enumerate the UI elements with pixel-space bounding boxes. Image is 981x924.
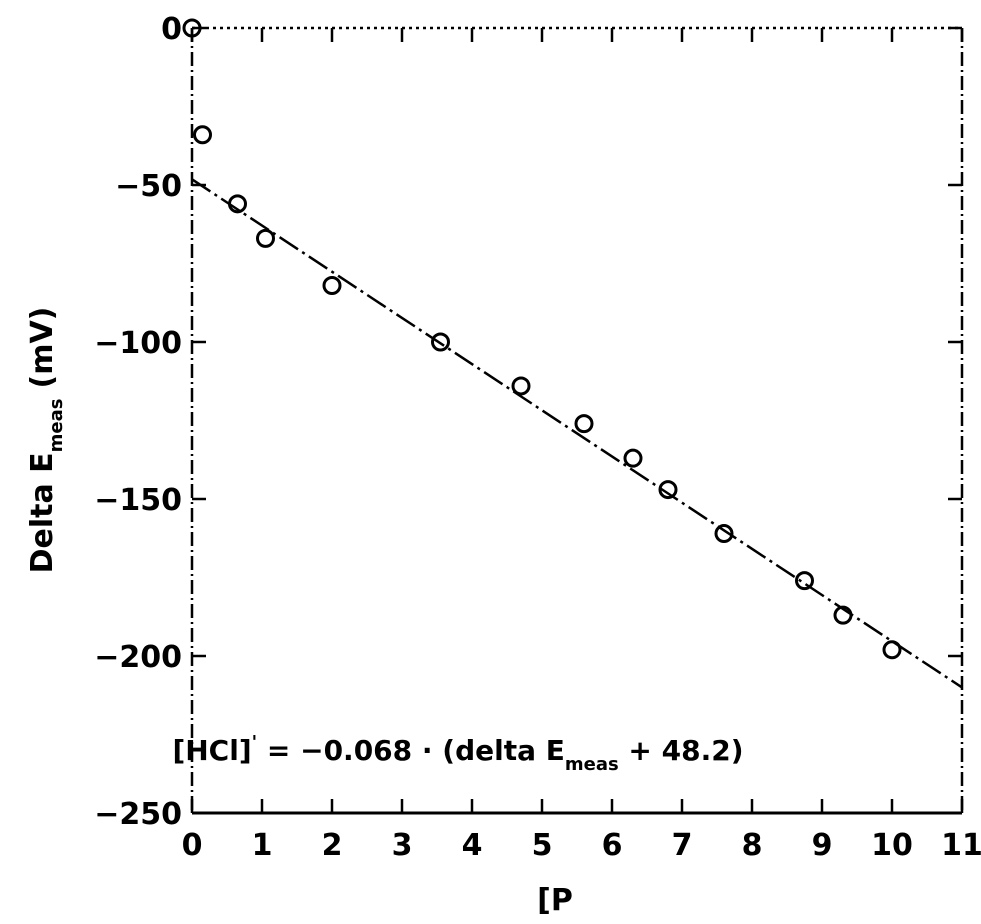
y-tick-label: −200 <box>94 640 182 675</box>
x-tick-label: 4 <box>462 828 483 863</box>
data-point <box>513 378 529 394</box>
equation-part-3: + 48.2) <box>619 734 744 767</box>
x-tick-label: 0 <box>182 828 203 863</box>
x-tick-label: 9 <box>812 828 833 863</box>
y-tick-label: −250 <box>94 797 182 832</box>
y-tick-label: −100 <box>94 326 182 361</box>
x-tick-label: 3 <box>392 828 413 863</box>
data-point <box>625 450 641 466</box>
y-axis-title-main: Delta E <box>25 452 60 573</box>
x-tick-label: 2 <box>322 828 343 863</box>
fit-line-layer <box>192 179 962 687</box>
x-tick-label: 11 <box>941 828 981 863</box>
data-point <box>258 230 274 246</box>
x-axis-title: [P <box>537 883 573 918</box>
x-tick-label: 5 <box>532 828 553 863</box>
equation-part-1: [HCl] <box>172 734 251 767</box>
data-point <box>576 416 592 432</box>
x-tick-label: 10 <box>871 828 913 863</box>
y-tick-label: 0 <box>161 12 182 47</box>
x-tick-label: 8 <box>742 828 763 863</box>
x-tick-label: 7 <box>672 828 693 863</box>
data-points <box>184 20 900 658</box>
data-point <box>884 642 900 658</box>
data-point <box>195 127 211 143</box>
y-axis-title-subscript: meas <box>46 399 67 453</box>
y-tick-label: −50 <box>115 169 182 204</box>
equation-subscript: meas <box>565 754 619 775</box>
y-axis-title: Delta Emeas (mV) <box>25 307 67 574</box>
y-tick-label: −150 <box>94 483 182 518</box>
data-point <box>324 277 340 293</box>
equation-part-2: = −0.068 · (delta E <box>257 734 565 767</box>
equation-annotation: [HCl]' = −0.068 · (delta Emeas + 48.2) <box>172 732 743 775</box>
x-tick-label: 6 <box>602 828 623 863</box>
y-axis-title-unit: (mV) <box>25 307 60 389</box>
fit-line <box>192 179 962 687</box>
x-tick-label: 1 <box>252 828 273 863</box>
